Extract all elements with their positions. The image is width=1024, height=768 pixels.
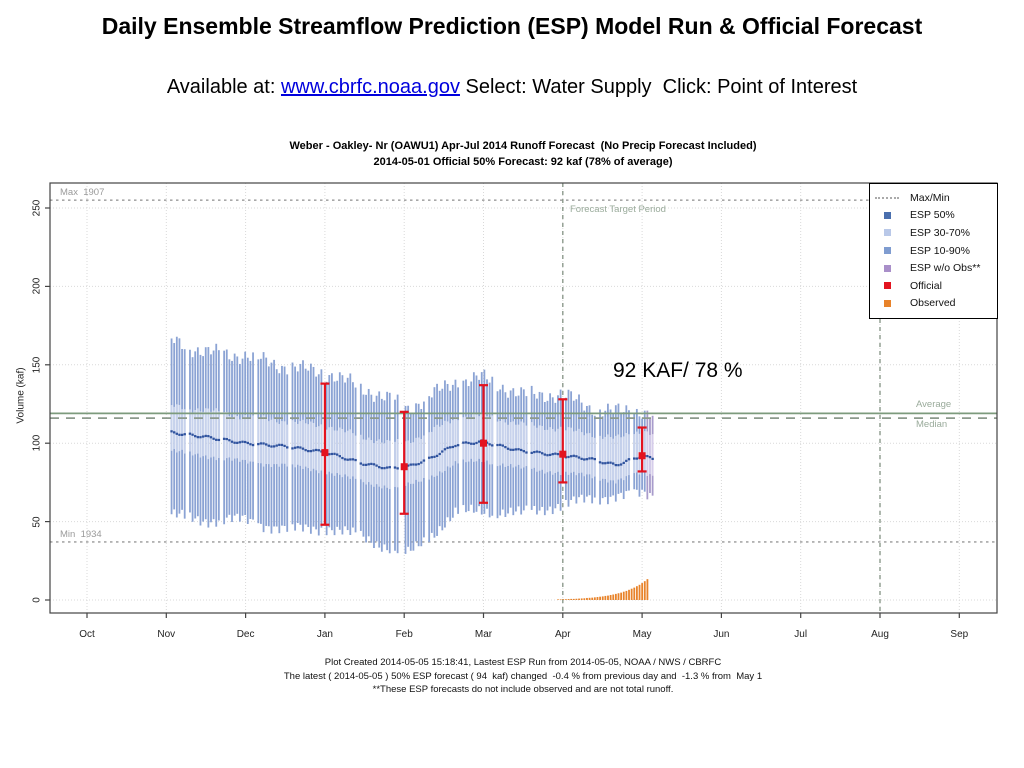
legend-swatch-icon <box>870 229 904 237</box>
y-tick-label: 250 <box>31 199 43 217</box>
legend-swatch-icon <box>870 211 904 219</box>
footer-line2: The latest ( 2014-05-05 ) 50% ESP foreca… <box>283 671 763 682</box>
median-line-label: Median <box>916 419 948 430</box>
forecast-target-period-label: Forecast Target Period <box>570 204 666 215</box>
chart-title-line1: Weber - Oakley- Nr (OAWU1) Apr-Jul 2014 … <box>289 140 757 152</box>
legend-item: ESP w/o Obs** <box>870 259 997 277</box>
legend-swatch-icon <box>870 299 904 307</box>
average-line-label: Average <box>916 399 952 410</box>
y-tick-label: 200 <box>31 278 43 295</box>
x-tick-label: Jul <box>794 629 808 640</box>
x-tick-label: Jun <box>713 629 730 640</box>
x-tick-label: Nov <box>157 629 176 640</box>
legend-item-label: ESP w/o Obs** <box>910 262 981 275</box>
legend-item: ESP 10-90% <box>870 242 997 260</box>
y-axis-label: Volume (kaf) <box>15 367 27 424</box>
legend-item: Observed <box>870 295 997 313</box>
cbrfc-link[interactable]: www.cbrfc.noaa.gov <box>280 76 460 98</box>
legend-item: Official <box>870 277 997 295</box>
legend-item-label: ESP 50% <box>910 209 955 222</box>
legend: Max/Min ESP 50% ESP 30-70% ESP 10-90% ESP w/… <box>869 183 998 319</box>
chart-title-line2: 2014-05-01 Official 50% Forecast: 92 kaf… <box>373 156 673 168</box>
subtitle-prefix: Available at: <box>166 76 281 98</box>
legend-item-label: Observed <box>910 297 956 310</box>
x-tick-label: Feb <box>395 629 413 640</box>
legend-item-label: ESP 30-70% <box>910 226 970 239</box>
x-tick-label: Aug <box>871 629 889 640</box>
x-tick-label: Apr <box>555 629 571 640</box>
x-tick-label: Mar <box>474 629 493 640</box>
x-tick-label: Oct <box>79 629 95 640</box>
maxmin-dotted-line-icon <box>870 196 904 199</box>
x-tick-label: Sep <box>950 629 969 640</box>
x-tick-label: May <box>632 629 652 640</box>
subtitle-suffix: Select: Water Supply Click: Point of Int… <box>459 76 858 98</box>
legend-item-label: Official <box>910 279 942 292</box>
page-title: Daily Ensemble Streamflow Prediction (ES… <box>101 13 923 39</box>
max-1907-label: Max 1907 <box>60 187 105 198</box>
legend-item-label: ESP 10-90% <box>910 244 970 257</box>
legend-item: ESP 30-70% <box>870 224 997 242</box>
legend-swatch-icon <box>870 264 904 272</box>
y-tick-label: 50 <box>31 516 43 528</box>
footer-line3: **These ESP forecasts do not include obs… <box>372 684 674 695</box>
footer-line1: Plot Created 2014-05-05 15:18:41, Lastes… <box>324 657 722 668</box>
legend-item-label: Max/Min <box>910 191 950 204</box>
legend-swatch-icon <box>870 282 904 290</box>
forecast-callout: 92 KAF/ 78 % <box>613 359 743 382</box>
min-1934-label: Min 1934 <box>60 529 102 540</box>
legend-item: ESP 50% <box>870 207 997 225</box>
legend-item: Max/Min <box>870 189 997 207</box>
x-tick-label: Jan <box>316 629 333 640</box>
y-tick-label: 100 <box>31 434 43 452</box>
y-tick-label: 150 <box>31 356 43 374</box>
x-tick-label: Dec <box>236 629 255 640</box>
legend-swatch-icon <box>870 247 904 255</box>
y-tick-label: 0 <box>31 597 43 603</box>
subtitle: Available at: www.cbrfc.noaa.gov Select:… <box>0 76 1024 99</box>
